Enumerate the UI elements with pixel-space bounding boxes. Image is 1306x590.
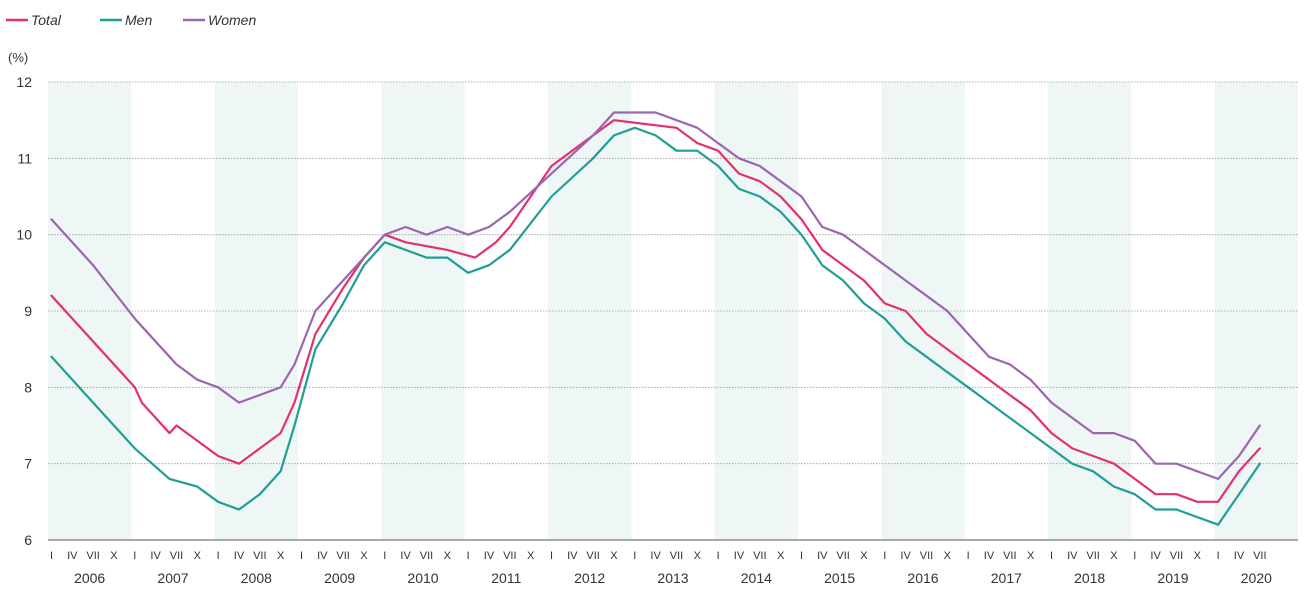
- x-month-tick-label: X: [360, 550, 368, 562]
- y-tick-label: 10: [16, 227, 32, 243]
- x-month-tick-label: VII: [1253, 550, 1266, 562]
- x-month-tick-label: X: [694, 550, 702, 562]
- series-line-women: [50, 111, 1261, 480]
- x-year-label: 2015: [824, 570, 855, 586]
- x-month-tick-label: X: [1110, 550, 1118, 562]
- x-year-label: 2014: [741, 570, 772, 586]
- x-month-tick-label: I: [217, 550, 220, 562]
- x-year-label: 2012: [574, 570, 605, 586]
- x-month-tick-label: IV: [900, 550, 911, 562]
- x-month-tick-label: VII: [1170, 550, 1183, 562]
- x-month-tick-label: VII: [670, 550, 683, 562]
- y-tick-label: 11: [17, 150, 32, 166]
- x-month-tick-label: X: [1027, 550, 1035, 562]
- x-month-tick-label: X: [777, 550, 785, 562]
- x-month-tick-label: I: [967, 550, 970, 562]
- x-month-tick-label: VII: [586, 550, 599, 562]
- x-month-tick-label: I: [383, 550, 386, 562]
- series-line-total: [50, 119, 1261, 503]
- x-month-tick-label: IV: [1234, 550, 1245, 562]
- x-month-tick-label: X: [610, 550, 618, 562]
- series-line-men: [50, 126, 1261, 526]
- x-month-tick-label: I: [717, 550, 720, 562]
- x-month-tick-label: I: [133, 550, 136, 562]
- x-month-tick-label: X: [444, 550, 452, 562]
- legend-item-men: Men: [100, 12, 152, 28]
- x-year-label: 2018: [1074, 570, 1105, 586]
- x-month-tick-label: VII: [1003, 550, 1016, 562]
- x-month-tick-label: X: [527, 550, 535, 562]
- x-month-tick-label: IV: [484, 550, 495, 562]
- x-month-tick-label: VII: [420, 550, 433, 562]
- x-month-tick-label: I: [1217, 550, 1220, 562]
- x-month-tick-label: VII: [836, 550, 849, 562]
- x-year-label: 2010: [407, 570, 438, 586]
- x-month-tick-label: IV: [650, 550, 661, 562]
- x-axis: I IV VII X 2006 I IV VII X 2007 I IV VII X 2008 I IV VII X…: [50, 550, 1272, 586]
- x-month-tick-label: IV: [817, 550, 828, 562]
- y-tick-label: 7: [24, 456, 32, 472]
- y-tick-label: 9: [24, 303, 32, 319]
- legend-label-women: Women: [208, 12, 256, 28]
- x-year-label: 2008: [241, 570, 272, 586]
- legend-label-men: Men: [125, 12, 152, 28]
- x-month-tick-label: VII: [753, 550, 766, 562]
- x-month-tick-label: IV: [734, 550, 745, 562]
- y-axis: 6 7 8 9 10 11 12: [16, 74, 32, 548]
- x-year-label: 2006: [74, 570, 105, 586]
- y-tick-label: 8: [24, 379, 32, 395]
- x-month-tick-label: X: [110, 550, 118, 562]
- x-month-tick-label: X: [944, 550, 952, 562]
- x-month-tick-label: IV: [1067, 550, 1078, 562]
- x-month-tick-label: I: [467, 550, 470, 562]
- legend: Total Men Women: [6, 12, 256, 28]
- x-month-tick-label: IV: [150, 550, 161, 562]
- x-year-label: 2013: [657, 570, 688, 586]
- x-month-tick-label: IV: [400, 550, 411, 562]
- x-month-tick-label: VII: [1086, 550, 1099, 562]
- x-month-tick-label: I: [300, 550, 303, 562]
- x-month-tick-label: VII: [503, 550, 516, 562]
- legend-item-total: Total: [6, 12, 62, 28]
- x-year-label: 2011: [491, 570, 521, 586]
- x-year-label: 2017: [991, 570, 1022, 586]
- x-year-label: 2007: [157, 570, 188, 586]
- x-year-label: 2020: [1241, 570, 1272, 586]
- legend-label-total: Total: [31, 12, 62, 28]
- x-month-tick-label: IV: [567, 550, 578, 562]
- x-month-tick-label: I: [50, 550, 53, 562]
- x-month-tick-label: IV: [67, 550, 78, 562]
- y-tick-label: 12: [16, 74, 32, 90]
- x-year-label: 2009: [324, 570, 355, 586]
- series-lines: [50, 111, 1261, 526]
- x-month-tick-label: I: [550, 550, 553, 562]
- x-month-tick-label: VII: [336, 550, 349, 562]
- x-year-label: 2019: [1157, 570, 1188, 586]
- x-month-tick-label: VII: [920, 550, 933, 562]
- x-month-tick-label: IV: [317, 550, 328, 562]
- x-month-tick-label: X: [194, 550, 202, 562]
- x-month-tick-label: I: [1050, 550, 1053, 562]
- x-month-tick-label: IV: [234, 550, 245, 562]
- x-month-tick-label: I: [883, 550, 886, 562]
- x-month-tick-label: VII: [170, 550, 183, 562]
- gridlines: [48, 81, 1298, 541]
- x-month-tick-label: X: [1194, 550, 1202, 562]
- x-month-tick-label: I: [800, 550, 803, 562]
- x-month-tick-label: X: [860, 550, 868, 562]
- x-year-label: 2016: [907, 570, 938, 586]
- x-month-tick-label: VII: [253, 550, 266, 562]
- x-month-tick-label: X: [277, 550, 285, 562]
- x-month-tick-label: I: [633, 550, 636, 562]
- x-month-tick-label: I: [1133, 550, 1136, 562]
- x-month-tick-label: VII: [86, 550, 99, 562]
- y-tick-label: 6: [24, 532, 32, 548]
- x-month-tick-label: IV: [1150, 550, 1161, 562]
- x-month-tick-label: IV: [984, 550, 995, 562]
- y-axis-unit-label: (%): [8, 50, 28, 65]
- legend-item-women: Women: [183, 12, 256, 28]
